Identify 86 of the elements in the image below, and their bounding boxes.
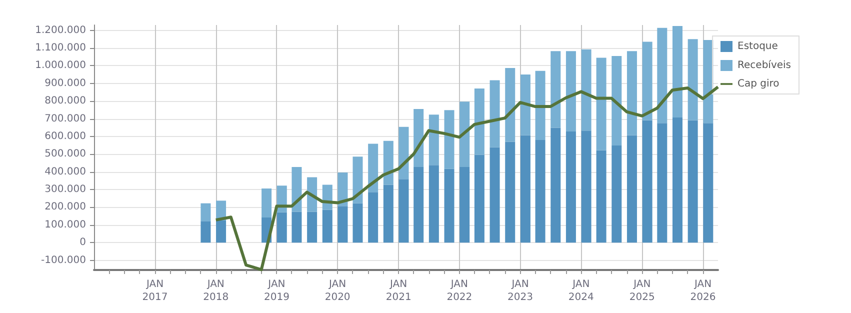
bar	[688, 120, 698, 243]
bar	[657, 123, 668, 243]
x-tick-label: JAN 2021	[386, 279, 412, 303]
y-tick-label: 1.000.000	[35, 60, 86, 72]
x-tick-label: JAN 2020	[324, 279, 350, 303]
bar	[474, 154, 484, 243]
bar	[200, 221, 211, 243]
bar	[535, 140, 546, 243]
legend-label: Recebíveis	[738, 60, 792, 71]
y-tick-label: 800.000	[44, 96, 86, 107]
bar	[216, 220, 226, 243]
x-tick-label: JAN 2017	[142, 279, 168, 303]
legend-label: Estoque	[738, 41, 778, 52]
y-tick-label: -100.000	[41, 254, 86, 266]
bar	[414, 167, 424, 243]
bar	[428, 114, 439, 166]
bar	[672, 118, 682, 243]
bar	[398, 179, 409, 243]
bar	[581, 130, 592, 243]
bar	[505, 142, 516, 243]
y-tick-label: 100.000	[44, 219, 86, 230]
y-tick-label: 900.000	[44, 78, 86, 89]
bar	[428, 165, 439, 243]
bar	[398, 126, 409, 180]
bar	[642, 120, 652, 243]
bar	[581, 49, 592, 131]
bar	[200, 203, 211, 222]
x-tick-label: JAN 2024	[568, 279, 594, 303]
legend-label: Cap giro	[738, 78, 780, 90]
bar	[276, 212, 287, 243]
bar	[444, 110, 454, 169]
x-tick-label: JAN 2023	[508, 279, 534, 303]
bar	[352, 156, 363, 204]
x-tick-label: JAN 2019	[264, 279, 290, 303]
y-tick-label: 1.200.000	[35, 24, 86, 36]
y-tick-label: 400.000	[44, 166, 86, 178]
y-tick-label: 200.000	[44, 202, 86, 213]
bar	[490, 147, 500, 243]
bar	[460, 167, 470, 243]
bar	[535, 70, 546, 140]
bar	[490, 80, 500, 148]
bar	[612, 145, 622, 243]
bar	[338, 206, 348, 243]
bar	[414, 109, 424, 168]
bar	[444, 168, 454, 243]
bar	[626, 135, 637, 243]
bar	[520, 135, 530, 243]
bar	[352, 203, 363, 243]
bar	[703, 123, 714, 243]
bar	[672, 26, 682, 118]
y-tick-label: 0	[80, 237, 86, 248]
y-tick-label: 600.000	[44, 130, 86, 142]
bar	[596, 150, 606, 243]
bar	[474, 88, 484, 155]
bar	[566, 131, 576, 243]
x-tick-label: JAN 2022	[446, 279, 472, 303]
bar	[292, 167, 302, 212]
bar	[520, 74, 530, 136]
bar	[383, 184, 394, 243]
bar	[550, 51, 561, 128]
x-tick-label: JAN 2025	[629, 279, 655, 303]
bar	[566, 51, 576, 132]
bar	[505, 68, 516, 142]
y-tick-label: 1.100.000	[35, 42, 86, 54]
bar	[322, 210, 332, 243]
y-tick-label: 300.000	[44, 184, 86, 196]
bar	[460, 102, 470, 168]
bar	[688, 39, 698, 120]
bar	[368, 144, 378, 192]
bar	[338, 172, 348, 206]
x-tick-label: JAN 2018	[203, 279, 229, 303]
line-series	[214, 85, 720, 272]
x-tick-label: JAN 2026	[690, 279, 716, 303]
bar	[368, 192, 378, 243]
bar	[307, 212, 318, 243]
bar	[596, 58, 606, 150]
bar	[262, 188, 272, 218]
bar	[642, 42, 652, 120]
bar	[612, 56, 622, 146]
bar	[383, 140, 394, 185]
bar	[550, 128, 561, 243]
y-tick-label: 500.000	[44, 148, 86, 160]
y-tick-label: 700.000	[44, 113, 86, 124]
bar	[657, 28, 668, 124]
bar	[292, 212, 302, 243]
bar	[626, 51, 637, 136]
